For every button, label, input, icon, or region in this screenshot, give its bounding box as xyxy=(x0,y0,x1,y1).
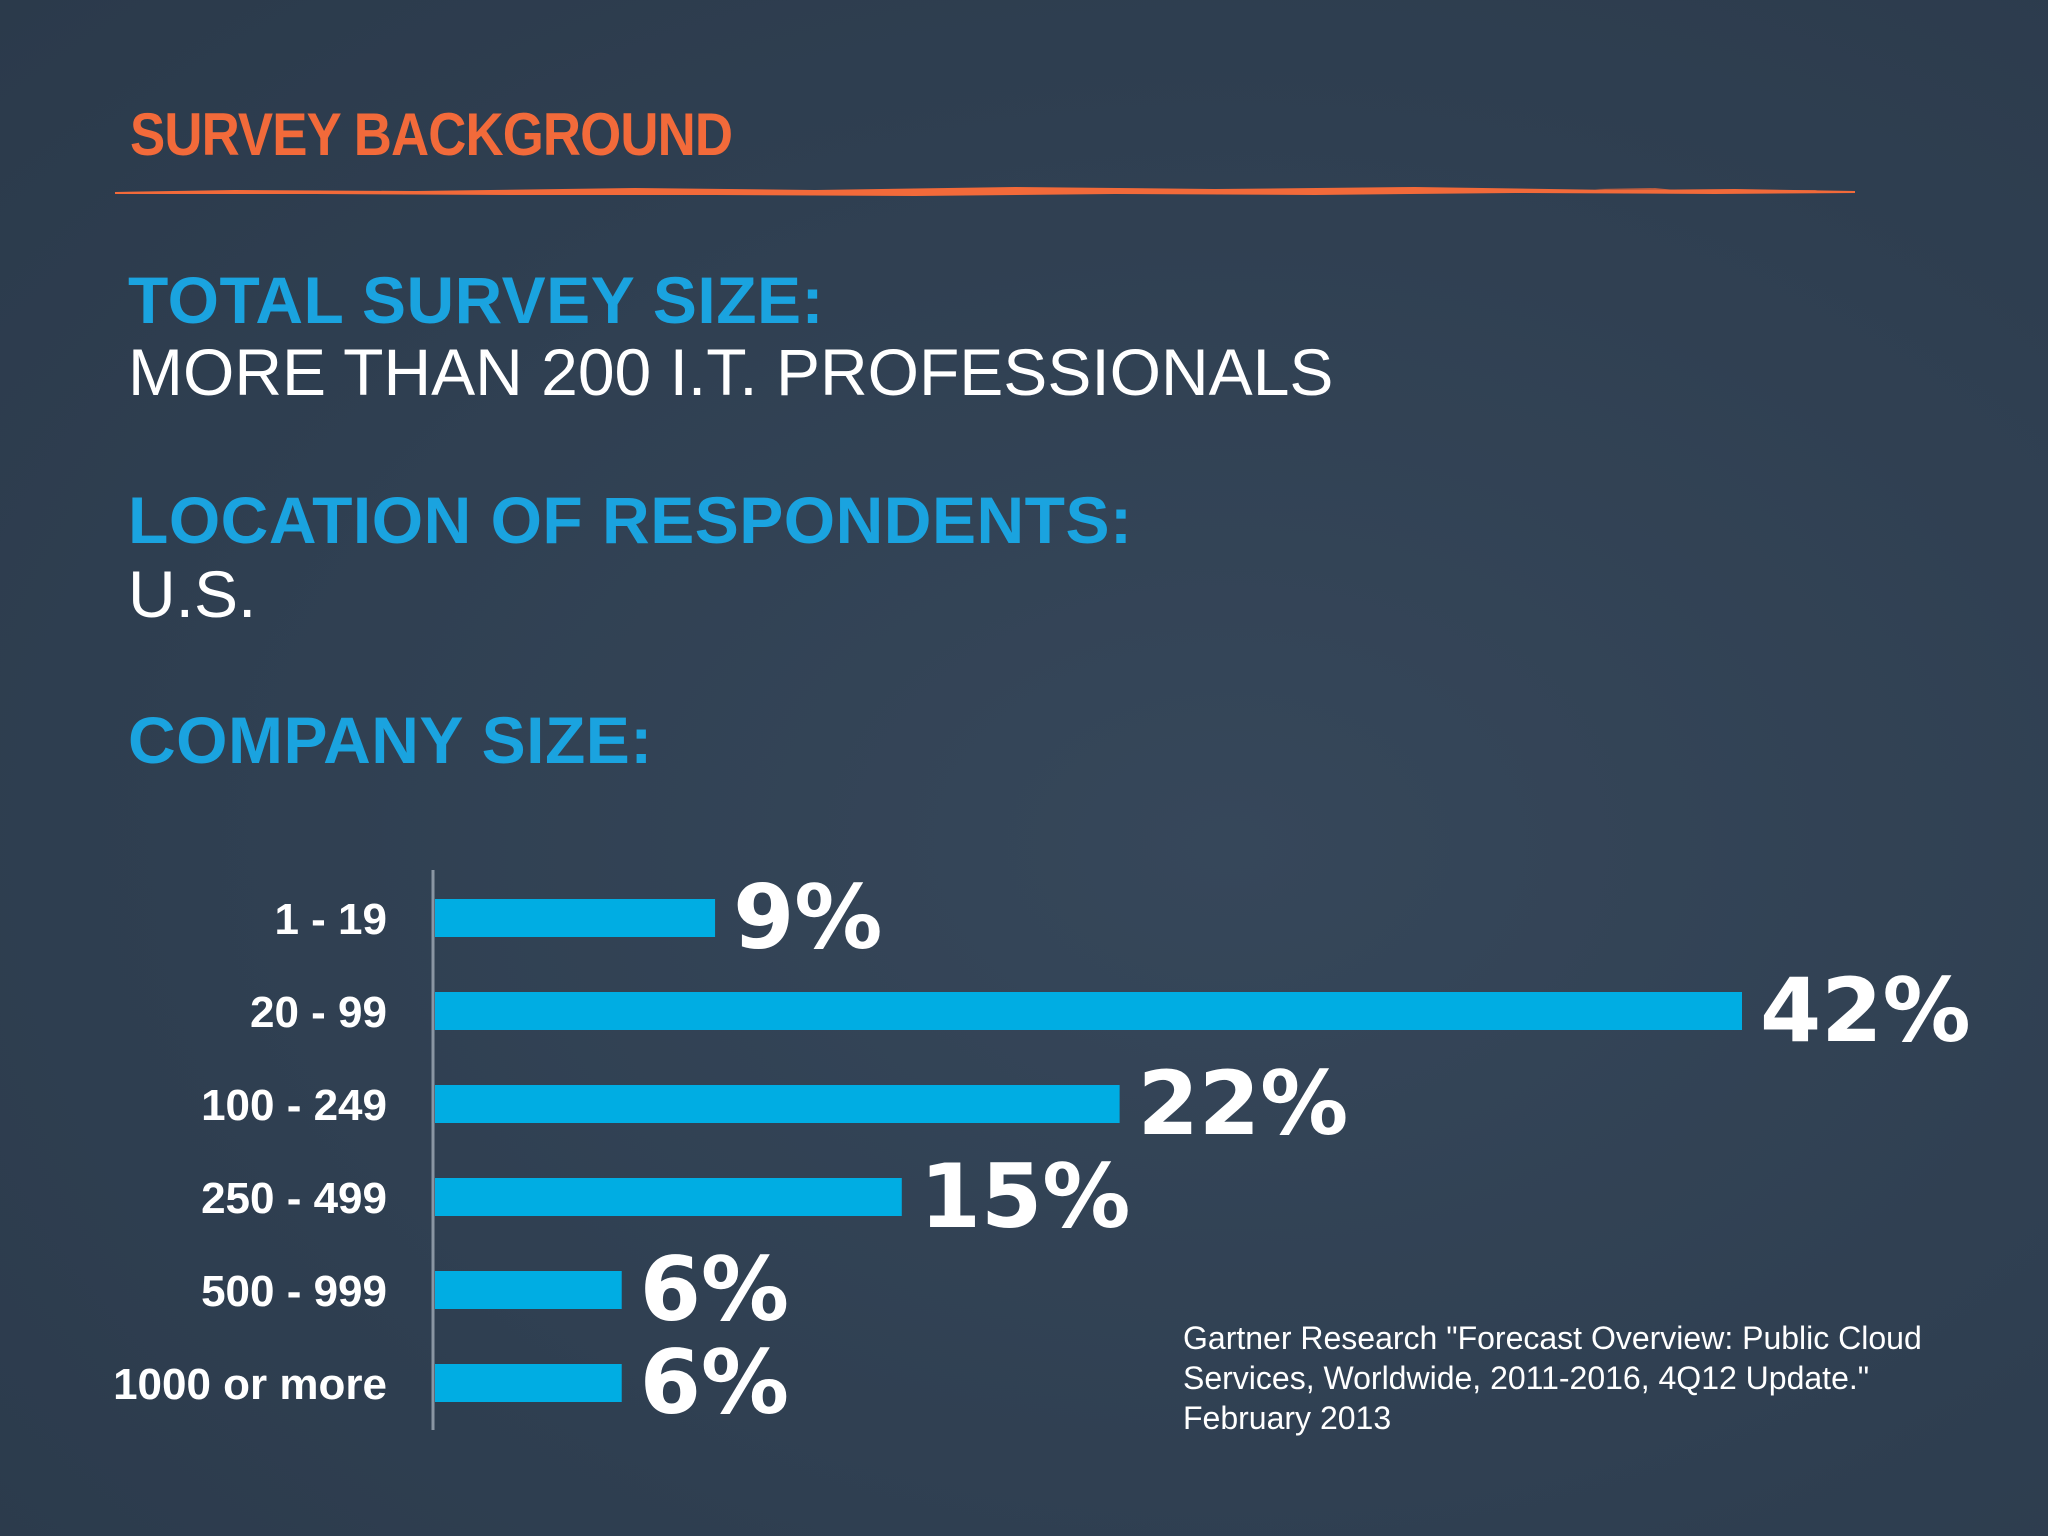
source-line-2: Services, Worldwide, 2011-2016, 4Q12 Upd… xyxy=(1183,1360,1870,1396)
bar xyxy=(435,899,716,937)
value-label: 6% xyxy=(640,1238,789,1341)
category-label: 1 - 19 xyxy=(274,895,387,944)
company-size-chart: 1 - 19 9% 20 - 99 42% 100 - 249 22% 250 - 499 1… xyxy=(113,866,1971,1434)
bar xyxy=(435,1178,902,1216)
category-label: 20 - 99 xyxy=(250,988,387,1037)
source-line-3: February 2013 xyxy=(1183,1400,1392,1436)
location-value: U.S. xyxy=(128,557,257,631)
value-label: 9% xyxy=(733,866,882,969)
source-citation: Gartner Research "Forecast Overview: Pub… xyxy=(1183,1318,2003,1438)
title-underline xyxy=(115,187,1855,196)
category-label: 100 - 249 xyxy=(201,1081,387,1130)
bar xyxy=(435,1271,622,1309)
value-label: 22% xyxy=(1138,1052,1349,1155)
location-label: LOCATION OF RESPONDENTS: xyxy=(128,483,1133,557)
category-label: 500 - 999 xyxy=(201,1267,387,1316)
company-size-label: COMPANY SIZE: xyxy=(128,703,653,777)
bar xyxy=(435,1364,622,1402)
value-label: 6% xyxy=(640,1331,789,1434)
bar xyxy=(435,1085,1120,1123)
bar xyxy=(435,992,1742,1030)
survey-size-value: MORE THAN 200 I.T. PROFESSIONALS xyxy=(128,335,1334,409)
value-label: 42% xyxy=(1760,959,1971,1062)
slide-title: SURVEY BACKGROUND xyxy=(130,101,733,168)
source-line-1: Gartner Research "Forecast Overview: Pub… xyxy=(1183,1320,1922,1356)
value-label: 15% xyxy=(920,1145,1131,1248)
category-label: 1000 or more xyxy=(113,1360,387,1409)
survey-size-label: TOTAL SURVEY SIZE: xyxy=(128,263,825,337)
category-label: 250 - 499 xyxy=(201,1174,387,1223)
